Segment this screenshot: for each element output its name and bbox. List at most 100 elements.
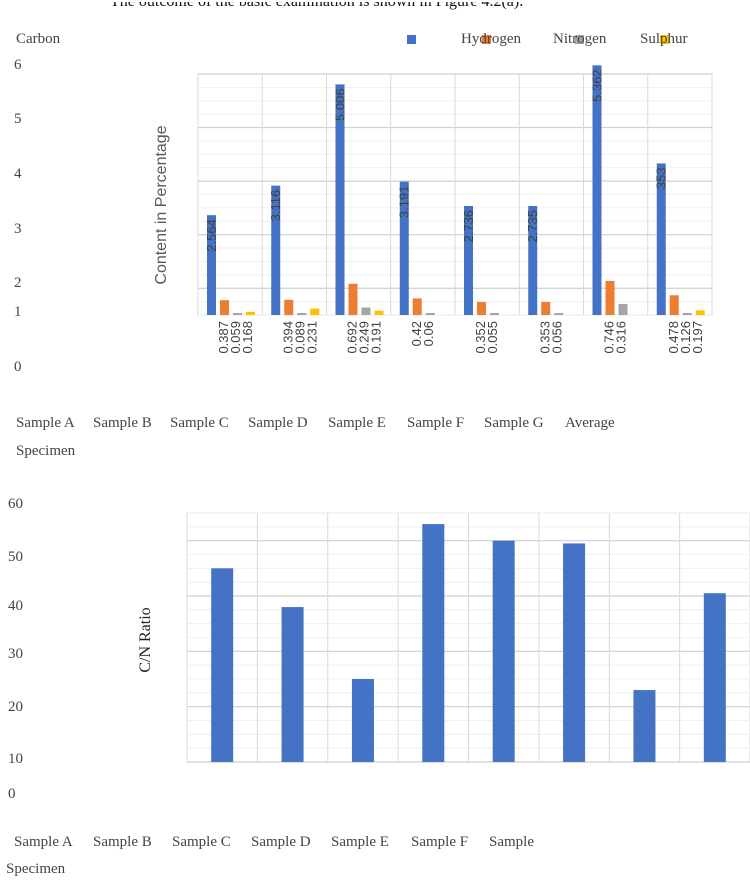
- bar-cn-ratio: [422, 524, 445, 762]
- x-category-label: Sample: [489, 834, 534, 850]
- plot-bars: [207, 65, 705, 316]
- bar-carbon: [271, 185, 281, 315]
- bar-nitrogen: [425, 313, 435, 315]
- data-label: 0.055: [485, 321, 500, 354]
- y-tick: 10: [8, 751, 23, 767]
- bar-carbon: [528, 206, 538, 315]
- bar-cn-ratio: [633, 690, 656, 762]
- bar-nitrogen: [490, 313, 499, 315]
- data-label: 0.191: [369, 321, 384, 354]
- bar-nitrogen: [682, 313, 692, 315]
- y-tick: 60: [8, 496, 23, 512]
- bar-nitrogen: [233, 313, 242, 315]
- x-category-label: Sample C: [170, 415, 229, 431]
- x-category-label: Sample C: [172, 834, 231, 850]
- bar-carbon: [464, 205, 473, 315]
- bar-sulphur: [310, 308, 320, 315]
- x-category-label: Sample D: [251, 834, 311, 850]
- bar-nitrogen: [297, 313, 307, 315]
- y-tick: 40: [8, 598, 23, 614]
- data-label: 0.394: [280, 321, 295, 354]
- data-label: 0.692: [345, 321, 360, 354]
- bar-nitrogen: [554, 313, 564, 315]
- data-label-carbon: 2.735: [525, 210, 540, 243]
- bar-sulphur: [374, 310, 384, 315]
- data-label: 0.197: [690, 321, 705, 354]
- data-label: 0.42: [409, 321, 424, 346]
- data-label-carbon: 353: [654, 167, 669, 189]
- data-label: 0.126: [678, 321, 693, 354]
- bar-cn-ratio: [492, 540, 515, 762]
- data-label-carbon: 3.191: [397, 186, 412, 219]
- data-label: 0.089: [292, 321, 307, 354]
- bar-cn-ratio: [281, 607, 304, 762]
- legend-item-nitrogen: Nitrogen: [553, 31, 607, 47]
- bar-sulphur: [246, 311, 255, 315]
- bar-hydrogen: [412, 298, 422, 315]
- y-tick: 50: [8, 549, 23, 565]
- bar-sulphur: [695, 310, 705, 315]
- legend-item-sulphur: Sulphur: [640, 31, 688, 47]
- data-label-carbon: 3.116: [268, 190, 283, 222]
- y-tick: 0: [14, 359, 22, 375]
- data-label: 0.059: [228, 321, 243, 354]
- y-tick: 2: [14, 275, 22, 291]
- y-axis-title: C/N Ratio: [137, 607, 154, 672]
- x-category-label: Sample B: [93, 415, 152, 431]
- bar-hydrogen: [348, 283, 358, 315]
- x-category-label: Sample G: [484, 415, 544, 431]
- data-label: 0.353: [537, 321, 552, 354]
- y-tick: 3: [14, 221, 22, 237]
- legend-swatch-sulphur: [660, 35, 669, 44]
- bar-nitrogen: [618, 303, 628, 315]
- bar-hydrogen: [220, 300, 229, 315]
- y-tick: 6: [14, 57, 22, 73]
- bar-carbon: [335, 84, 345, 316]
- x-category-label: Sample A: [14, 834, 73, 850]
- bar-carbon: [207, 215, 216, 315]
- bar-cn-ratio: [351, 679, 374, 762]
- legend-item-carbon: Carbon: [16, 31, 61, 47]
- x-category-label: Sample A: [16, 415, 75, 431]
- bar-nitrogen: [361, 307, 371, 315]
- y-axis-title: Content in Percentage: [153, 125, 170, 284]
- y-tick: 5: [14, 111, 22, 127]
- x-category-label: Sample F: [411, 834, 469, 850]
- x-axis-title: Specimen: [16, 443, 76, 459]
- plot-gridlines: [186, 512, 750, 763]
- x-category-label: Average: [565, 415, 615, 431]
- y-tick: 4: [14, 166, 22, 182]
- data-label: 0.249: [357, 321, 372, 354]
- data-label: 0.316: [614, 321, 629, 354]
- data-label: 0.168: [240, 321, 255, 354]
- cn-ratio-chart: 0 10 20 30 40 50 60 Sample A Sample B Sa…: [0, 470, 750, 880]
- bar-hydrogen: [477, 302, 486, 315]
- elemental-content-chart: Carbon Hydrogen Nitrogen Sulphur 0 1 2 3…: [14, 31, 713, 459]
- data-label: 0.478: [666, 321, 681, 354]
- x-category-label: Sample D: [248, 415, 308, 431]
- legend-item-hydrogen: Hydrogen: [461, 31, 521, 47]
- x-category-label: Sample B: [93, 834, 152, 850]
- bar-cn-ratio: [563, 543, 586, 762]
- bar-cn-ratio: [211, 568, 234, 762]
- plot-gridlines: [197, 73, 713, 316]
- data-label-carbon: 2.564: [204, 219, 219, 252]
- data-label: 0.06: [421, 321, 436, 346]
- cn-ratio-plot: C/N Ratio: [137, 512, 750, 763]
- data-label: 0.231: [304, 321, 319, 354]
- bar-cn-ratio: [703, 593, 726, 762]
- bar-hydrogen: [541, 301, 551, 315]
- bar-carbon: [592, 65, 602, 315]
- legend-swatch-carbon: [407, 35, 416, 44]
- legend-swatch-nitrogen: [575, 35, 584, 44]
- figure-caption: The outcome of the basic examination is …: [110, 2, 630, 20]
- y-tick: 20: [8, 699, 23, 715]
- x-axis-title: Specimen: [6, 861, 66, 877]
- x-category-label: Sample F: [407, 415, 465, 431]
- y-tick: 1: [14, 304, 22, 320]
- bar-hydrogen: [605, 280, 615, 315]
- bar-hydrogen: [669, 295, 679, 315]
- data-label: 0.352: [473, 321, 488, 354]
- bar-carbon: [399, 181, 409, 315]
